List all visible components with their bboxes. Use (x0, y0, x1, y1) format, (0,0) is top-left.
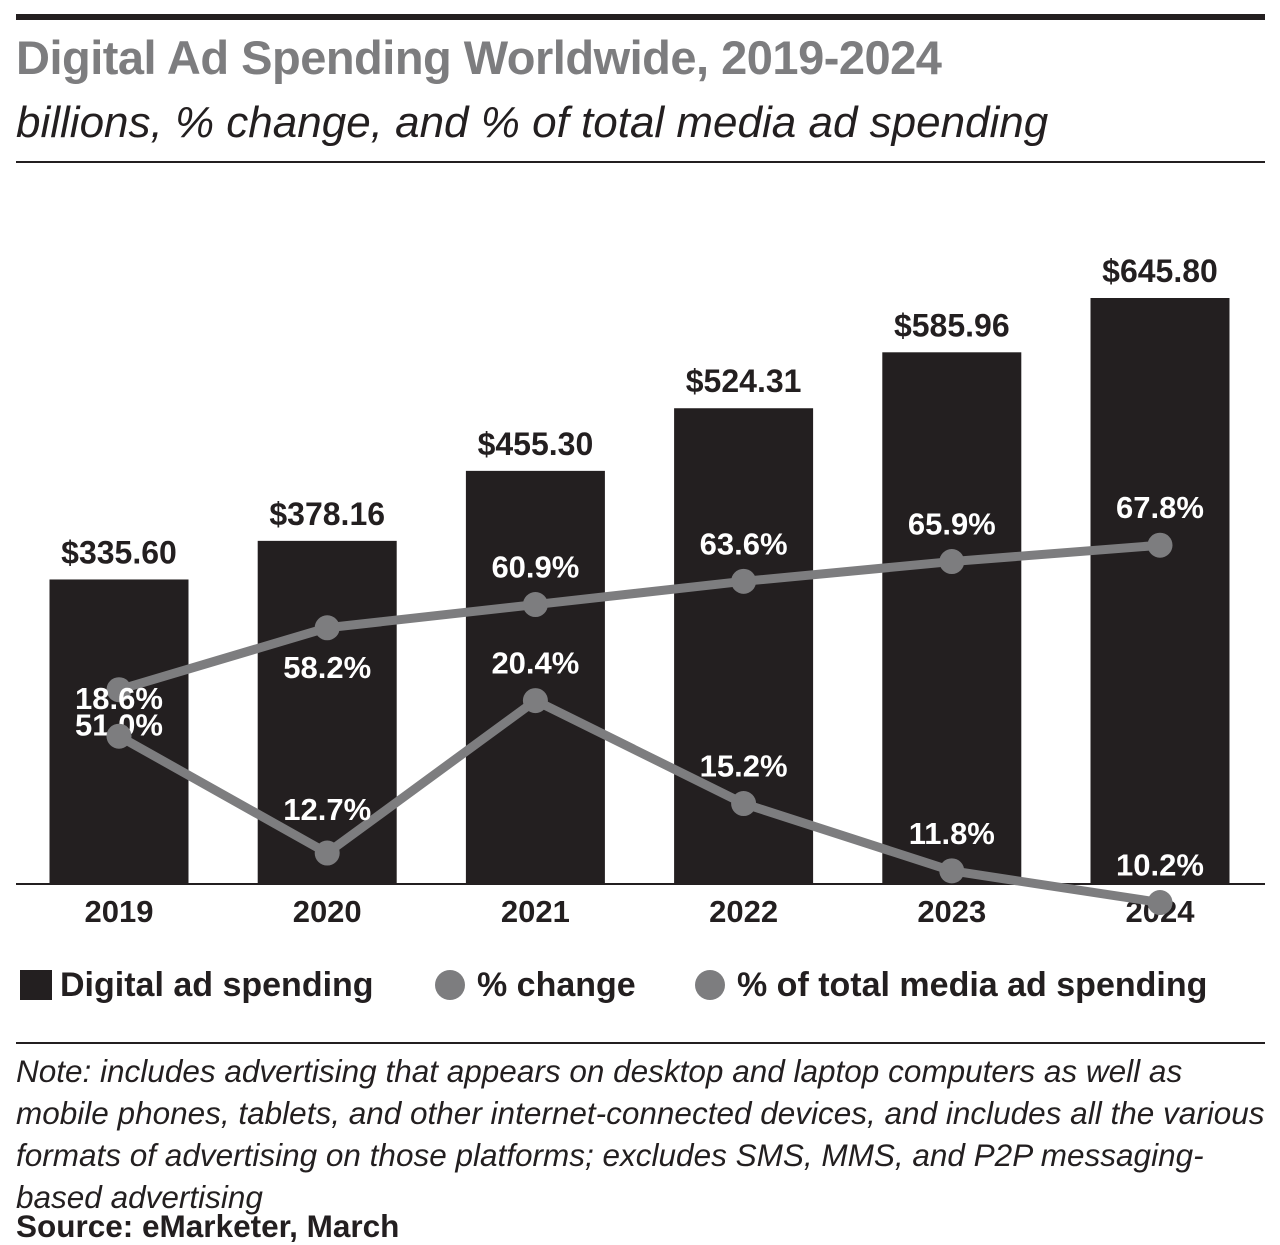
legend-label-share: % of total media ad spending (737, 965, 1208, 1004)
legend-label-spending: Digital ad spending (60, 965, 374, 1004)
bar-value-label-2021: $455.30 (478, 426, 594, 462)
top-rule (16, 14, 1265, 20)
change-data-label-2023: 11.8% (909, 816, 995, 851)
bar-value-label-2023: $585.96 (894, 307, 1010, 343)
share-point-2022 (731, 568, 757, 594)
change-line (114, 696, 1165, 908)
share-data-label-2021: 60.9% (491, 550, 579, 585)
share-data-label-2024: 67.8% (1116, 490, 1204, 525)
legend-label-change: % change (477, 965, 636, 1004)
bar-2020 (257, 540, 397, 884)
bar-2024 (1090, 298, 1230, 884)
legend-item-share: % of total media ad spending (695, 962, 1207, 1008)
change-data-label-2019: 18.6% (75, 681, 163, 716)
share-point-2024 (1147, 532, 1173, 558)
share-point-2020 (314, 615, 340, 641)
x-tick-label-2023: 2023 (917, 894, 986, 929)
bar-value-label-2019: $335.60 (61, 534, 177, 570)
change-point-2024 (1147, 890, 1173, 916)
x-tick-label-2019: 2019 (85, 894, 154, 929)
bar-2023 (882, 352, 1022, 884)
change-point-2019 (106, 723, 132, 749)
share-point-2021 (522, 592, 548, 618)
change-point-2023 (939, 858, 965, 884)
bar-value-label-2020: $378.16 (269, 496, 385, 532)
chart-subtitle: billions, % change, and % of total media… (16, 98, 1049, 147)
change-data-label-2022: 15.2% (700, 749, 788, 784)
note-rule (16, 1042, 1265, 1044)
legend: Digital ad spending % change % of total … (20, 962, 1265, 1008)
chart-title: Digital Ad Spending Worldwide, 2019-2024 (16, 31, 942, 84)
change-point-2020 (314, 840, 340, 866)
share-line (114, 540, 1165, 695)
bar-2021 (465, 470, 605, 884)
x-tick-label-2022: 2022 (709, 894, 778, 929)
change-point-2022 (731, 791, 757, 817)
x-tick-label-2020: 2020 (293, 894, 362, 929)
footnote: Note: includes advertising that appears … (16, 1053, 1265, 1215)
bar-value-label-2022: $524.31 (686, 363, 802, 399)
legend-swatch-bar (20, 970, 52, 1000)
subtitle-rule (16, 161, 1265, 163)
legend-item-spending: Digital ad spending (20, 962, 374, 1008)
share-point-2023 (939, 549, 965, 575)
legend-swatch-dot-share (695, 970, 725, 1000)
bar-value-label-2024: $645.80 (1102, 253, 1218, 289)
chart: $335.60 $378.16 $455.30 $524.31 $585.96 $645.… (16, 253, 1265, 929)
change-data-label-2021: 20.4% (491, 646, 579, 681)
share-data-label-2020: 58.2% (283, 650, 371, 685)
share-data-label-2023: 65.9% (908, 507, 996, 542)
legend-swatch-dot-change (435, 970, 465, 1000)
legend-item-change: % change (435, 962, 636, 1008)
change-data-label-2024: 10.2% (1116, 848, 1204, 883)
share-data-label-2022: 63.6% (700, 526, 788, 561)
change-data-label-2020: 12.7% (283, 792, 371, 827)
share-point-2019 (106, 677, 132, 703)
change-point-2021 (522, 688, 548, 714)
x-tick-label-2021: 2021 (501, 894, 570, 929)
